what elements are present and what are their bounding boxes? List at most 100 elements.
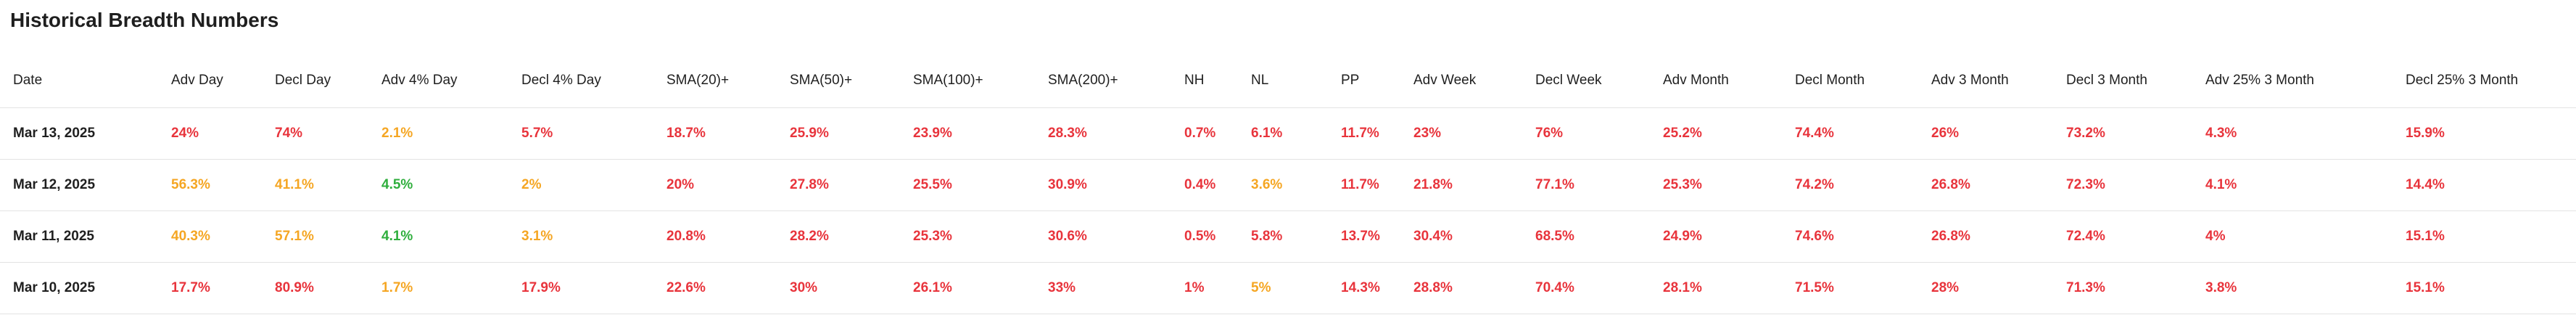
value-cell: 74%	[262, 107, 368, 160]
value-cell: 1%	[1171, 262, 1238, 314]
table-row: Mar 12, 2025 56.3% 41.1% 4.5% 2% 20% 27.8% 25.5…	[0, 159, 2576, 211]
date-cell: Mar 12, 2025	[0, 159, 158, 211]
value-cell: 0.4%	[1171, 159, 1238, 211]
value-cell: 77.1%	[1522, 159, 1650, 211]
value-cell: 28.3%	[1035, 107, 1171, 160]
value-cell: 30%	[777, 262, 900, 314]
value-cell: 26.1%	[900, 262, 1035, 314]
value-cell: 71.5%	[1782, 262, 1918, 314]
value-cell: 40.3%	[158, 210, 262, 263]
value-cell: 30.4%	[1400, 210, 1522, 263]
value-cell: 13.7%	[1328, 210, 1400, 263]
date-cell: Mar 10, 2025	[0, 262, 158, 314]
value-cell: 3.1%	[508, 210, 653, 263]
value-cell: 4.1%	[368, 210, 508, 263]
column-header[interactable]: SMA(20)+	[653, 54, 777, 108]
value-cell: 28%	[1918, 262, 2053, 314]
value-cell: 2.1%	[368, 107, 508, 160]
value-cell: 4.1%	[2192, 159, 2393, 211]
value-cell: 15.1%	[2393, 210, 2576, 263]
breadth-table: Date Adv Day Decl Day Adv 4% Day Decl 4% Day…	[0, 54, 2576, 314]
value-cell: 5.8%	[1238, 210, 1328, 263]
value-cell: 20.8%	[653, 210, 777, 263]
column-header[interactable]: SMA(100)+	[900, 54, 1035, 108]
value-cell: 72.4%	[2053, 210, 2192, 263]
header-row: Date Adv Day Decl Day Adv 4% Day Decl 4% Day…	[0, 54, 2576, 108]
value-cell: 25.2%	[1650, 107, 1782, 160]
value-cell: 3.6%	[1238, 159, 1328, 211]
value-cell: 11.7%	[1328, 107, 1400, 160]
value-cell: 56.3%	[158, 159, 262, 211]
value-cell: 25.5%	[900, 159, 1035, 211]
value-cell: 5.7%	[508, 107, 653, 160]
value-cell: 14.4%	[2393, 159, 2576, 211]
value-cell: 5%	[1238, 262, 1328, 314]
value-cell: 73.2%	[2053, 107, 2192, 160]
column-header[interactable]: SMA(200)+	[1035, 54, 1171, 108]
value-cell: 24.9%	[1650, 210, 1782, 263]
value-cell: 25.9%	[777, 107, 900, 160]
value-cell: 23.9%	[900, 107, 1035, 160]
value-cell: 74.2%	[1782, 159, 1918, 211]
value-cell: 3.8%	[2192, 262, 2393, 314]
column-header[interactable]: NH	[1171, 54, 1238, 108]
value-cell: 17.9%	[508, 262, 653, 314]
table-row: Mar 10, 2025 17.7% 80.9% 1.7% 17.9% 22.6% 30% 2…	[0, 262, 2576, 314]
column-header[interactable]: Decl 25% 3 Month	[2393, 54, 2576, 108]
value-cell: 30.6%	[1035, 210, 1171, 263]
page-title: Historical Breadth Numbers	[10, 9, 279, 31]
column-header[interactable]: Decl Week	[1522, 54, 1650, 108]
column-header[interactable]: Date	[0, 54, 158, 108]
column-header[interactable]: NL	[1238, 54, 1328, 108]
column-header[interactable]: Decl Month	[1782, 54, 1918, 108]
table-row: Mar 11, 2025 40.3% 57.1% 4.1% 3.1% 20.8% 28.2%…	[0, 210, 2576, 263]
value-cell: 74.6%	[1782, 210, 1918, 263]
value-cell: 14.3%	[1328, 262, 1400, 314]
column-header[interactable]: Adv Week	[1400, 54, 1522, 108]
column-header[interactable]: Adv 3 Month	[1918, 54, 2053, 108]
value-cell: 15.1%	[2393, 262, 2576, 314]
value-cell: 26.8%	[1918, 159, 2053, 211]
value-cell: 68.5%	[1522, 210, 1650, 263]
column-header[interactable]: Adv Day	[158, 54, 262, 108]
value-cell: 22.6%	[653, 262, 777, 314]
value-cell: 57.1%	[262, 210, 368, 263]
value-cell: 0.7%	[1171, 107, 1238, 160]
value-cell: 15.9%	[2393, 107, 2576, 160]
value-cell: 21.8%	[1400, 159, 1522, 211]
value-cell: 41.1%	[262, 159, 368, 211]
value-cell: 27.8%	[777, 159, 900, 211]
value-cell: 26.8%	[1918, 210, 2053, 263]
value-cell: 0.5%	[1171, 210, 1238, 263]
column-header[interactable]: SMA(50)+	[777, 54, 900, 108]
value-cell: 20%	[653, 159, 777, 211]
value-cell: 6.1%	[1238, 107, 1328, 160]
column-header[interactable]: Decl Day	[262, 54, 368, 108]
value-cell: 30.9%	[1035, 159, 1171, 211]
date-cell: Mar 11, 2025	[0, 210, 158, 263]
value-cell: 4.3%	[2192, 107, 2393, 160]
date-cell: Mar 13, 2025	[0, 107, 158, 160]
value-cell: 23%	[1400, 107, 1522, 160]
value-cell: 25.3%	[900, 210, 1035, 263]
column-header[interactable]: Adv 25% 3 Month	[2192, 54, 2393, 108]
column-header[interactable]: Adv 4% Day	[368, 54, 508, 108]
value-cell: 71.3%	[2053, 262, 2192, 314]
value-cell: 2%	[508, 159, 653, 211]
value-cell: 25.3%	[1650, 159, 1782, 211]
value-cell: 26%	[1918, 107, 2053, 160]
value-cell: 1.7%	[368, 262, 508, 314]
column-header[interactable]: Decl 4% Day	[508, 54, 653, 108]
value-cell: 74.4%	[1782, 107, 1918, 160]
value-cell: 17.7%	[158, 262, 262, 314]
column-header[interactable]: PP	[1328, 54, 1400, 108]
value-cell: 33%	[1035, 262, 1171, 314]
value-cell: 4%	[2192, 210, 2393, 263]
value-cell: 24%	[158, 107, 262, 160]
column-header[interactable]: Decl 3 Month	[2053, 54, 2192, 108]
column-header[interactable]: Adv Month	[1650, 54, 1782, 108]
value-cell: 70.4%	[1522, 262, 1650, 314]
value-cell: 28.2%	[777, 210, 900, 263]
value-cell: 28.8%	[1400, 262, 1522, 314]
value-cell: 28.1%	[1650, 262, 1782, 314]
